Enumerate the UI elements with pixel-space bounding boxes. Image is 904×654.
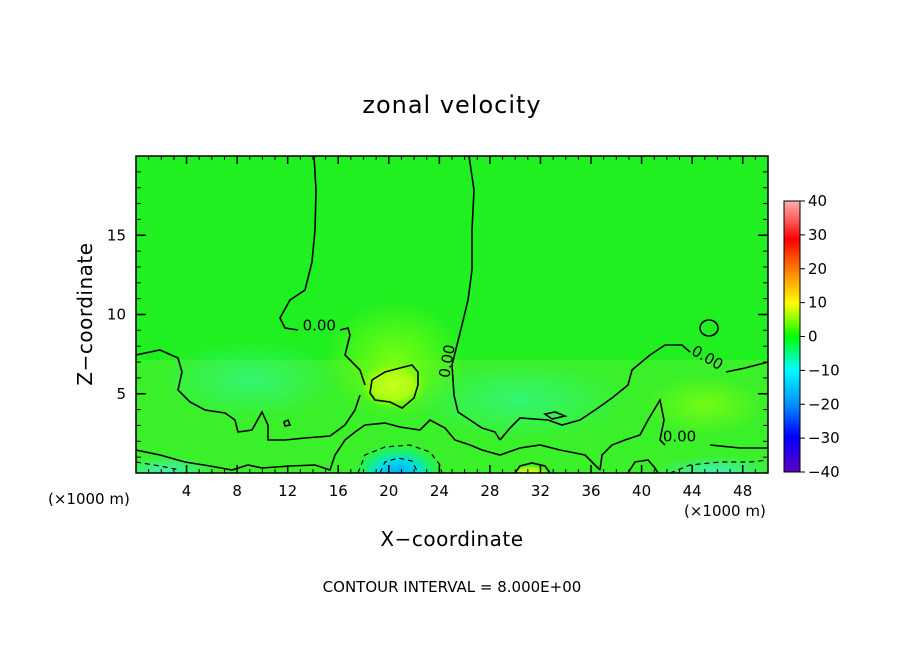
colorbar-tick-label: 0 — [808, 328, 818, 346]
contour-small-loop-right — [699, 319, 719, 337]
y-axis-title: Z−coordinate — [73, 242, 97, 385]
contour-label: 0.00 — [663, 427, 696, 445]
contour-zero-upper-left — [279, 156, 317, 331]
x-tick-label: 44 — [683, 482, 702, 500]
contour-positive-center — [369, 364, 419, 409]
colorbar-ticks: 40 30 20 10 0 −10 −20 −30 −40 — [800, 192, 840, 481]
contour-interval-note: CONTOUR INTERVAL = 8.000E+00 — [323, 578, 582, 596]
y-tick-label: 5 — [116, 385, 126, 403]
x-tick-label: 48 — [733, 482, 752, 500]
contour-zero-right-b — [725, 361, 768, 373]
x-tick-label: 24 — [430, 482, 449, 500]
contour-neg-bottom-left — [136, 461, 181, 471]
x-tick-label: 12 — [278, 482, 297, 500]
contour-zero-right — [499, 344, 691, 441]
contour-zero-left — [136, 349, 361, 441]
contour-label: 0.00 — [435, 343, 459, 379]
x-axis-title: X−coordinate — [380, 527, 523, 551]
colorbar-tick-label: −40 — [808, 463, 840, 481]
field-cyan-left — [160, 340, 340, 420]
x-tick-label: 16 — [329, 482, 348, 500]
contour-lines — [136, 156, 768, 473]
x-tick-label: 4 — [182, 482, 192, 500]
colorbar-gradient — [783, 200, 801, 473]
contour-positive-bottom — [514, 462, 551, 473]
contour-zero-far-right — [599, 397, 666, 471]
contour-label: 0.00 — [303, 316, 336, 334]
x-tick-label: 40 — [632, 482, 651, 500]
x-tick-label: 8 — [232, 482, 242, 500]
x-tick-label: 32 — [531, 482, 550, 500]
colorbar-tick-label: 40 — [808, 192, 827, 210]
x-unit-label-right: (×1000 m) — [684, 502, 766, 520]
colorbar: 40 30 20 10 0 −10 −20 −30 −40 — [783, 192, 840, 481]
x-tick-label: 20 — [379, 482, 398, 500]
y-tick-label: 15 — [107, 226, 126, 244]
contour-zero-middle — [451, 156, 501, 441]
colorbar-tick-label: 20 — [808, 260, 827, 278]
field-cyan-right — [410, 360, 630, 440]
y-axis: 5 10 15 — [107, 171, 768, 458]
field-yellow-blob — [359, 361, 427, 409]
contour-zero-upper-left-b — [339, 327, 366, 386]
x-tick-label: 36 — [581, 482, 600, 500]
x-unit-label-left: (×1000 m) — [48, 490, 130, 508]
contour-zero-bottom-left — [136, 419, 601, 472]
contour-zero-right-low — [709, 444, 768, 449]
contour-small-loop-middle — [543, 411, 568, 420]
colorbar-tick-label: 10 — [808, 294, 827, 312]
colorbar-tick-label: −20 — [808, 395, 840, 413]
chart-title: zonal velocity — [362, 91, 541, 119]
field-lime-right — [645, 375, 765, 435]
x-tick-label: 28 — [480, 482, 499, 500]
y-tick-label: 10 — [107, 306, 126, 324]
field-bottom-right-cyan — [655, 456, 768, 473]
x-axis: 4 8 12 16 20 24 28 32 36 40 44 48 — [148, 156, 756, 500]
contour-zero-bottom-right — [627, 459, 659, 473]
contour-small-loop-left — [283, 418, 292, 427]
plot-area: 0.000.00 0.000.00 — [136, 156, 768, 473]
field-bottom-left-cyan — [136, 456, 215, 473]
colorbar-tick-label: −10 — [808, 361, 840, 379]
colorbar-tick-label: −30 — [808, 429, 840, 447]
colorbar-tick-label: 30 — [808, 226, 827, 244]
